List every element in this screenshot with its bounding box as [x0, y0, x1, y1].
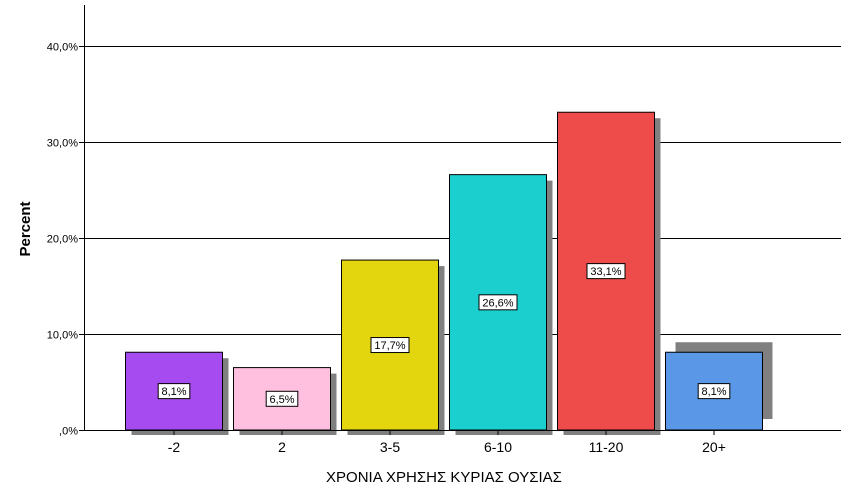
x-category-labels: -2 2 3-5 6-10 11-20 20+	[168, 430, 726, 455]
y-tick-label: 30,0%	[47, 138, 78, 150]
x-category-label: 20+	[702, 439, 726, 455]
y-tick-labels: ,0% 10,0% 20,0% 30,0% 40,0%	[47, 42, 84, 438]
x-category-label: 6-10	[484, 439, 512, 455]
data-label: 17,7%	[374, 340, 405, 352]
x-axis-title: ΧΡΟΝΙΑ ΧΡΗΣΗΣ ΚΥΡΙΑΣ ΟΥΣΙΑΣ	[326, 469, 562, 486]
data-label-box	[370, 337, 410, 354]
data-label: 33,1%	[590, 266, 621, 278]
x-category-label: 3-5	[380, 439, 400, 455]
data-label-box	[586, 263, 626, 280]
data-label-box	[265, 390, 299, 407]
data-label-box	[157, 383, 191, 400]
y-tick-label: 20,0%	[47, 234, 78, 246]
data-label: 26,6%	[482, 297, 513, 309]
bars	[125, 111, 773, 436]
x-category-label: 11-20	[589, 439, 624, 455]
data-label-box	[697, 383, 731, 400]
data-label-box	[478, 294, 518, 311]
y-tick-label: ,0%	[59, 426, 78, 438]
y-axis-title: Percent	[17, 201, 34, 256]
y-tick-label: 10,0%	[47, 330, 78, 342]
y-tick-label: 40,0%	[47, 42, 78, 54]
data-label: 8,1%	[161, 386, 186, 398]
data-label: 6,5%	[269, 394, 294, 406]
x-category-label: -2	[168, 439, 181, 455]
data-label: 8,1%	[701, 386, 726, 398]
data-labels: 8,1% 6,5% 17,7% 26,6% 33,1% 8,1%	[157, 263, 731, 407]
x-category-label: 2	[278, 439, 286, 455]
